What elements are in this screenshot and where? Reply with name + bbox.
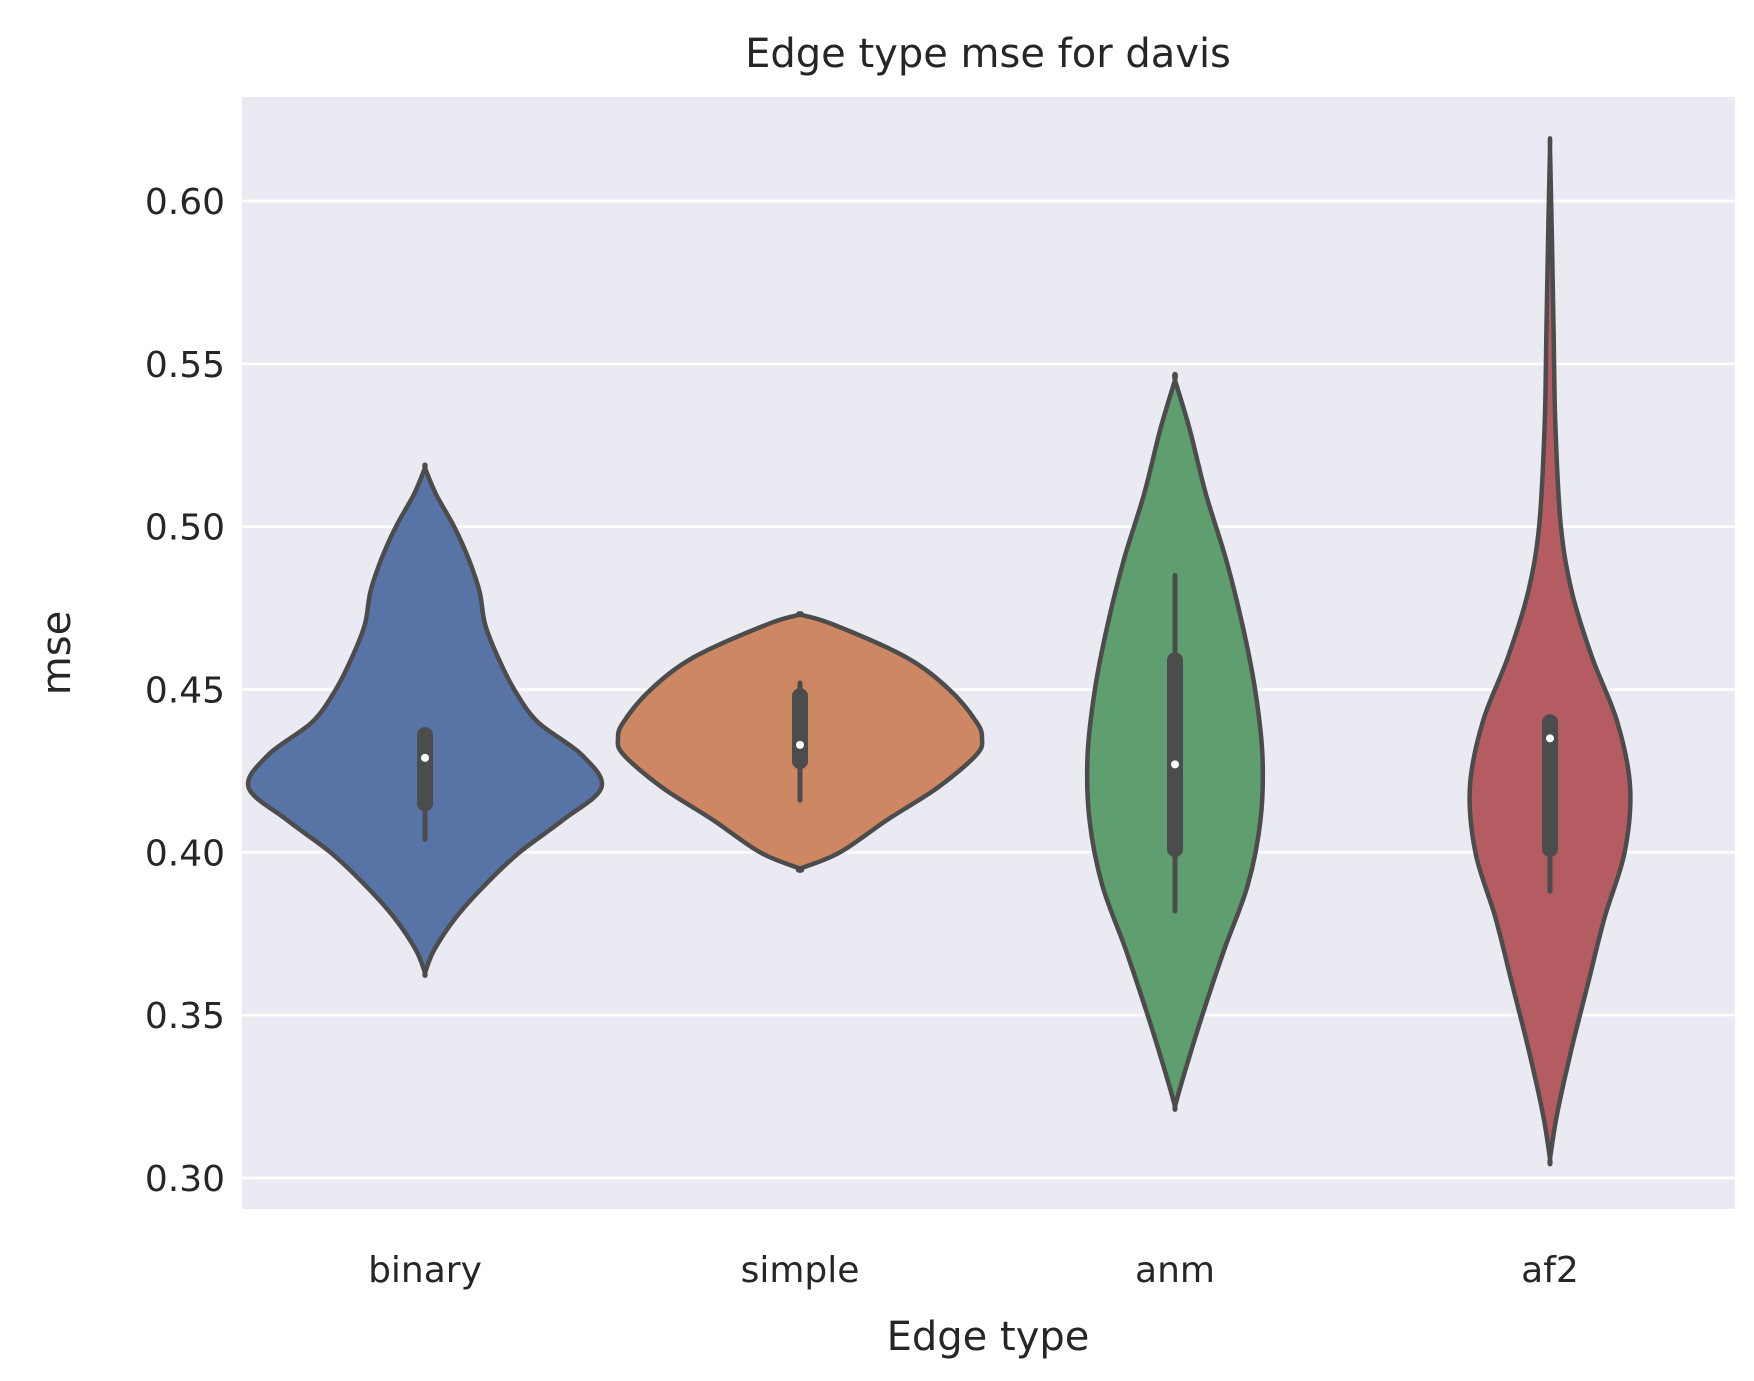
median-point-simple [796,740,804,749]
y-tick-label-5: 0.55 [145,345,225,386]
x-tick-label-anm: anm [1135,1250,1215,1291]
median-point-binary [421,753,429,762]
y-axis-label: mse [34,611,80,695]
y-tick-label-6: 0.60 [145,182,225,223]
inner-boxes [417,573,1558,914]
violins [245,136,1633,1167]
x-tick-labels: binary simple anm af2 [368,1250,1579,1291]
x-tick-label-binary: binary [368,1250,482,1291]
y-tick-label-2: 0.40 [145,833,225,874]
x-tick-label-simple: simple [741,1250,860,1291]
violin-af2 [1467,136,1633,1167]
y-tick-label-3: 0.45 [145,671,225,712]
y-tick-labels: 0.30 0.35 0.40 0.45 0.50 0.55 0.60 [145,182,225,1200]
y-tick-label-1: 0.35 [145,996,225,1037]
y-tick-label-0: 0.30 [145,1159,225,1200]
median-point-af2 [1546,734,1554,743]
chart-title: Edge type mse for davis [745,31,1231,77]
median-point-anm [1171,760,1179,769]
y-tick-label-4: 0.50 [145,508,225,549]
violin-binary [245,462,605,978]
x-tick-label-af2: af2 [1521,1250,1579,1291]
x-axis-label: Edge type [887,1314,1090,1360]
